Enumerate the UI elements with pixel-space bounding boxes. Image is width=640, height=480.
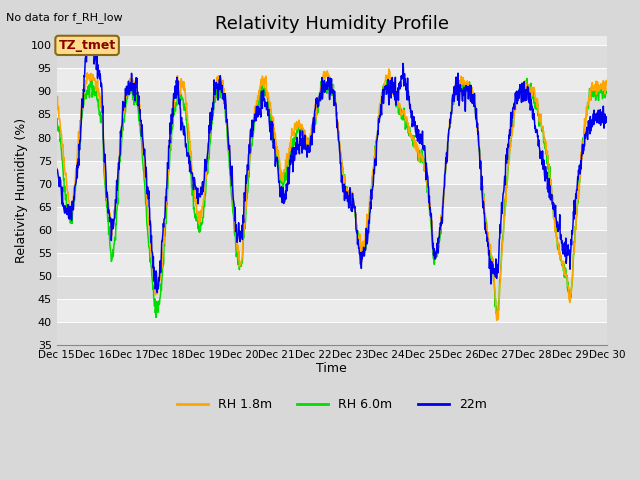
Bar (56, 230, 607, 253)
Bar (56, 253, 607, 276)
Bar (56, 68, 607, 91)
Text: No data for f_RH_low: No data for f_RH_low (6, 12, 123, 23)
Bar (56, 137, 607, 161)
Bar (56, 184, 607, 207)
Bar (56, 299, 607, 322)
Y-axis label: Relativity Humidity (%): Relativity Humidity (%) (15, 118, 28, 263)
Bar (56, 114, 607, 137)
Bar (56, 91, 607, 114)
Bar (56, 161, 607, 184)
Title: Relativity Humidity Profile: Relativity Humidity Profile (214, 15, 449, 33)
Legend: RH 1.8m, RH 6.0m, 22m: RH 1.8m, RH 6.0m, 22m (172, 393, 492, 416)
Bar (56, 207, 607, 230)
Bar (56, 276, 607, 299)
Bar (56, 45, 607, 68)
Text: TZ_tmet: TZ_tmet (58, 39, 116, 52)
Bar (56, 322, 607, 345)
X-axis label: Time: Time (316, 361, 347, 374)
